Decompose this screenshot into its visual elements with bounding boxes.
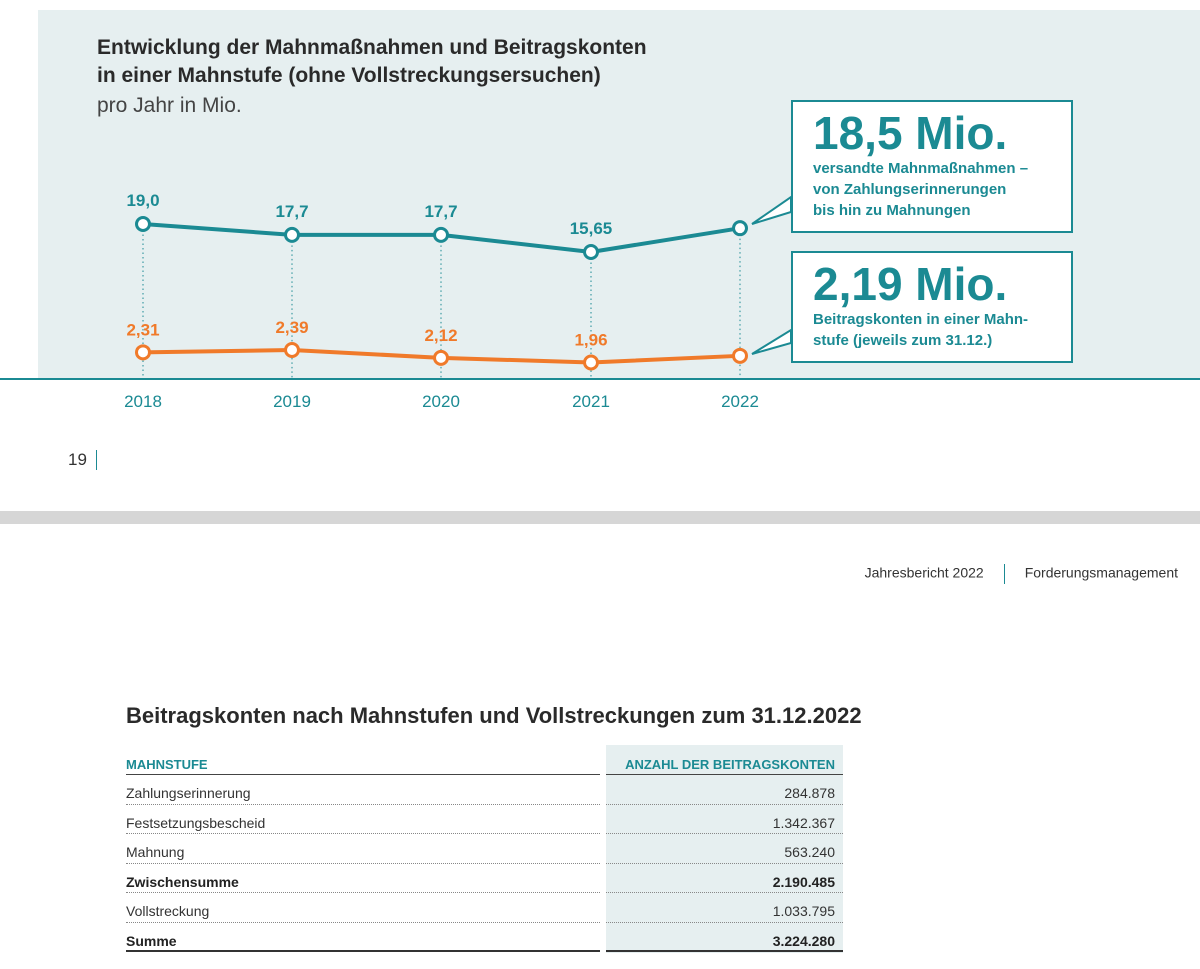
x-tick-label: 2018 (124, 392, 162, 411)
value-column-background (606, 745, 843, 953)
table-row: Zahlungserinnerung 284.878 (126, 775, 843, 805)
header-report-title: Jahresbericht 2022 (864, 564, 984, 581)
table-row: Mahnung 563.240 (126, 834, 843, 864)
callout-value: 18,5 Mio. (813, 107, 1008, 159)
row-value: 1.033.795 (772, 903, 835, 919)
callout-text-line: versandte Mahnmaßnahmen – (813, 160, 1029, 177)
data-label: 15,65 (570, 219, 613, 238)
data-label: 1,96 (574, 331, 607, 350)
data-label: 17,7 (424, 202, 457, 221)
x-tick-label: 2022 (721, 392, 759, 411)
table-header: MAHNSTUFE ANZAHL DER BEITRAGSKONTEN (126, 745, 843, 775)
data-point (135, 216, 151, 232)
data-table: MAHNSTUFE ANZAHL DER BEITRAGSKONTEN Zahl… (126, 745, 843, 953)
table-title: Beitragskonten nach Mahnstufen und Volls… (126, 703, 862, 728)
callout-beitragskonten: 2,19 Mio. Beitragskonten in einer Mahn- … (791, 251, 1073, 363)
row-label: Vollstreckung (126, 903, 210, 919)
data-point (732, 220, 748, 237)
column-header-anzahl: ANZAHL DER BEITRAGSKONTEN (625, 757, 835, 772)
row-label: Festsetzungsbescheid (126, 814, 266, 831)
table-row: Festsetzungsbescheid 1.342.367 (126, 805, 843, 834)
table-row: Vollstreckung 1.033.795 (126, 893, 843, 923)
data-point (583, 354, 599, 371)
data-label: 2,31 (126, 320, 159, 339)
row-label: Zwischensumme (126, 873, 239, 890)
x-tick-label: 2019 (273, 392, 311, 411)
row-label: Summe (126, 932, 177, 949)
row-value: 1.342.367 (772, 814, 835, 831)
row-label: Mahnung (126, 844, 185, 860)
data-point (433, 349, 449, 366)
row-label: Zahlungserinnerung (126, 785, 251, 801)
x-tick-label: 2021 (572, 392, 610, 411)
row-value: 563.240 (784, 844, 835, 860)
x-tick-label: 2020 (422, 392, 460, 411)
row-value: 284.878 (784, 785, 835, 801)
data-point (433, 226, 449, 243)
page-number: 19 (68, 450, 87, 469)
data-label: 17,7 (275, 202, 308, 221)
data-point (732, 347, 748, 364)
chart-subtitle: pro Jahr in Mio. (97, 94, 242, 117)
header-divider (1003, 564, 1005, 584)
data-label: 19,0 (126, 191, 159, 210)
page-number-divider (96, 450, 97, 470)
callout-pointer (751, 328, 792, 355)
callout-mahnmassnahmen: 18,5 Mio. versandte Mahnmaßnahmen – von … (791, 100, 1073, 233)
chart-title-line2: in einer Mahnstufe (ohne Vollstreckungse… (97, 64, 601, 87)
callout-text-line: stufe (jeweils zum 31.12.) (813, 332, 993, 349)
data-point (135, 344, 151, 361)
chart-title: Entwicklung der Mahnmaßnahmen und Beitra… (97, 34, 797, 90)
header-rule (606, 774, 843, 775)
column-header-mahnstufe: MAHNSTUFE (126, 757, 208, 772)
line-chart: 19,0 17,7 17,7 15,65 2,31 2,39 2,12 1,96 2018 201… (124, 191, 792, 411)
callout-text-line: Beitragskonten in einer Mahn- (813, 311, 1029, 328)
data-point (284, 342, 300, 358)
data-point (284, 226, 300, 243)
data-label: 2,12 (424, 326, 457, 345)
chart-baseline (0, 378, 1200, 380)
chart-title-line1: Entwicklung der Mahnmaßnahmen und Beitra… (97, 36, 647, 59)
page-separator (0, 511, 1200, 524)
table-row-subtotal: Zwischensumme 2.190.485 (126, 864, 843, 893)
header-section-title: Forderungsmanagement (1024, 564, 1178, 581)
table-row-total: Summe 3.224.280 (126, 923, 843, 952)
running-header: Jahresbericht 2022 Forderungsmanagement (865, 564, 1178, 584)
callout-text-line: bis hin zu Mahnungen (813, 202, 971, 219)
data-label: 2,39 (275, 318, 308, 337)
callout-value: 2,19 Mio. (813, 258, 1008, 310)
header-rule (126, 774, 600, 775)
row-value: 2.190.485 (772, 873, 835, 890)
data-point (583, 244, 599, 260)
row-value: 3.224.280 (772, 932, 835, 949)
callout-text-line: von Zahlungserinnerungen (813, 181, 1007, 198)
callout-pointer (751, 195, 792, 225)
